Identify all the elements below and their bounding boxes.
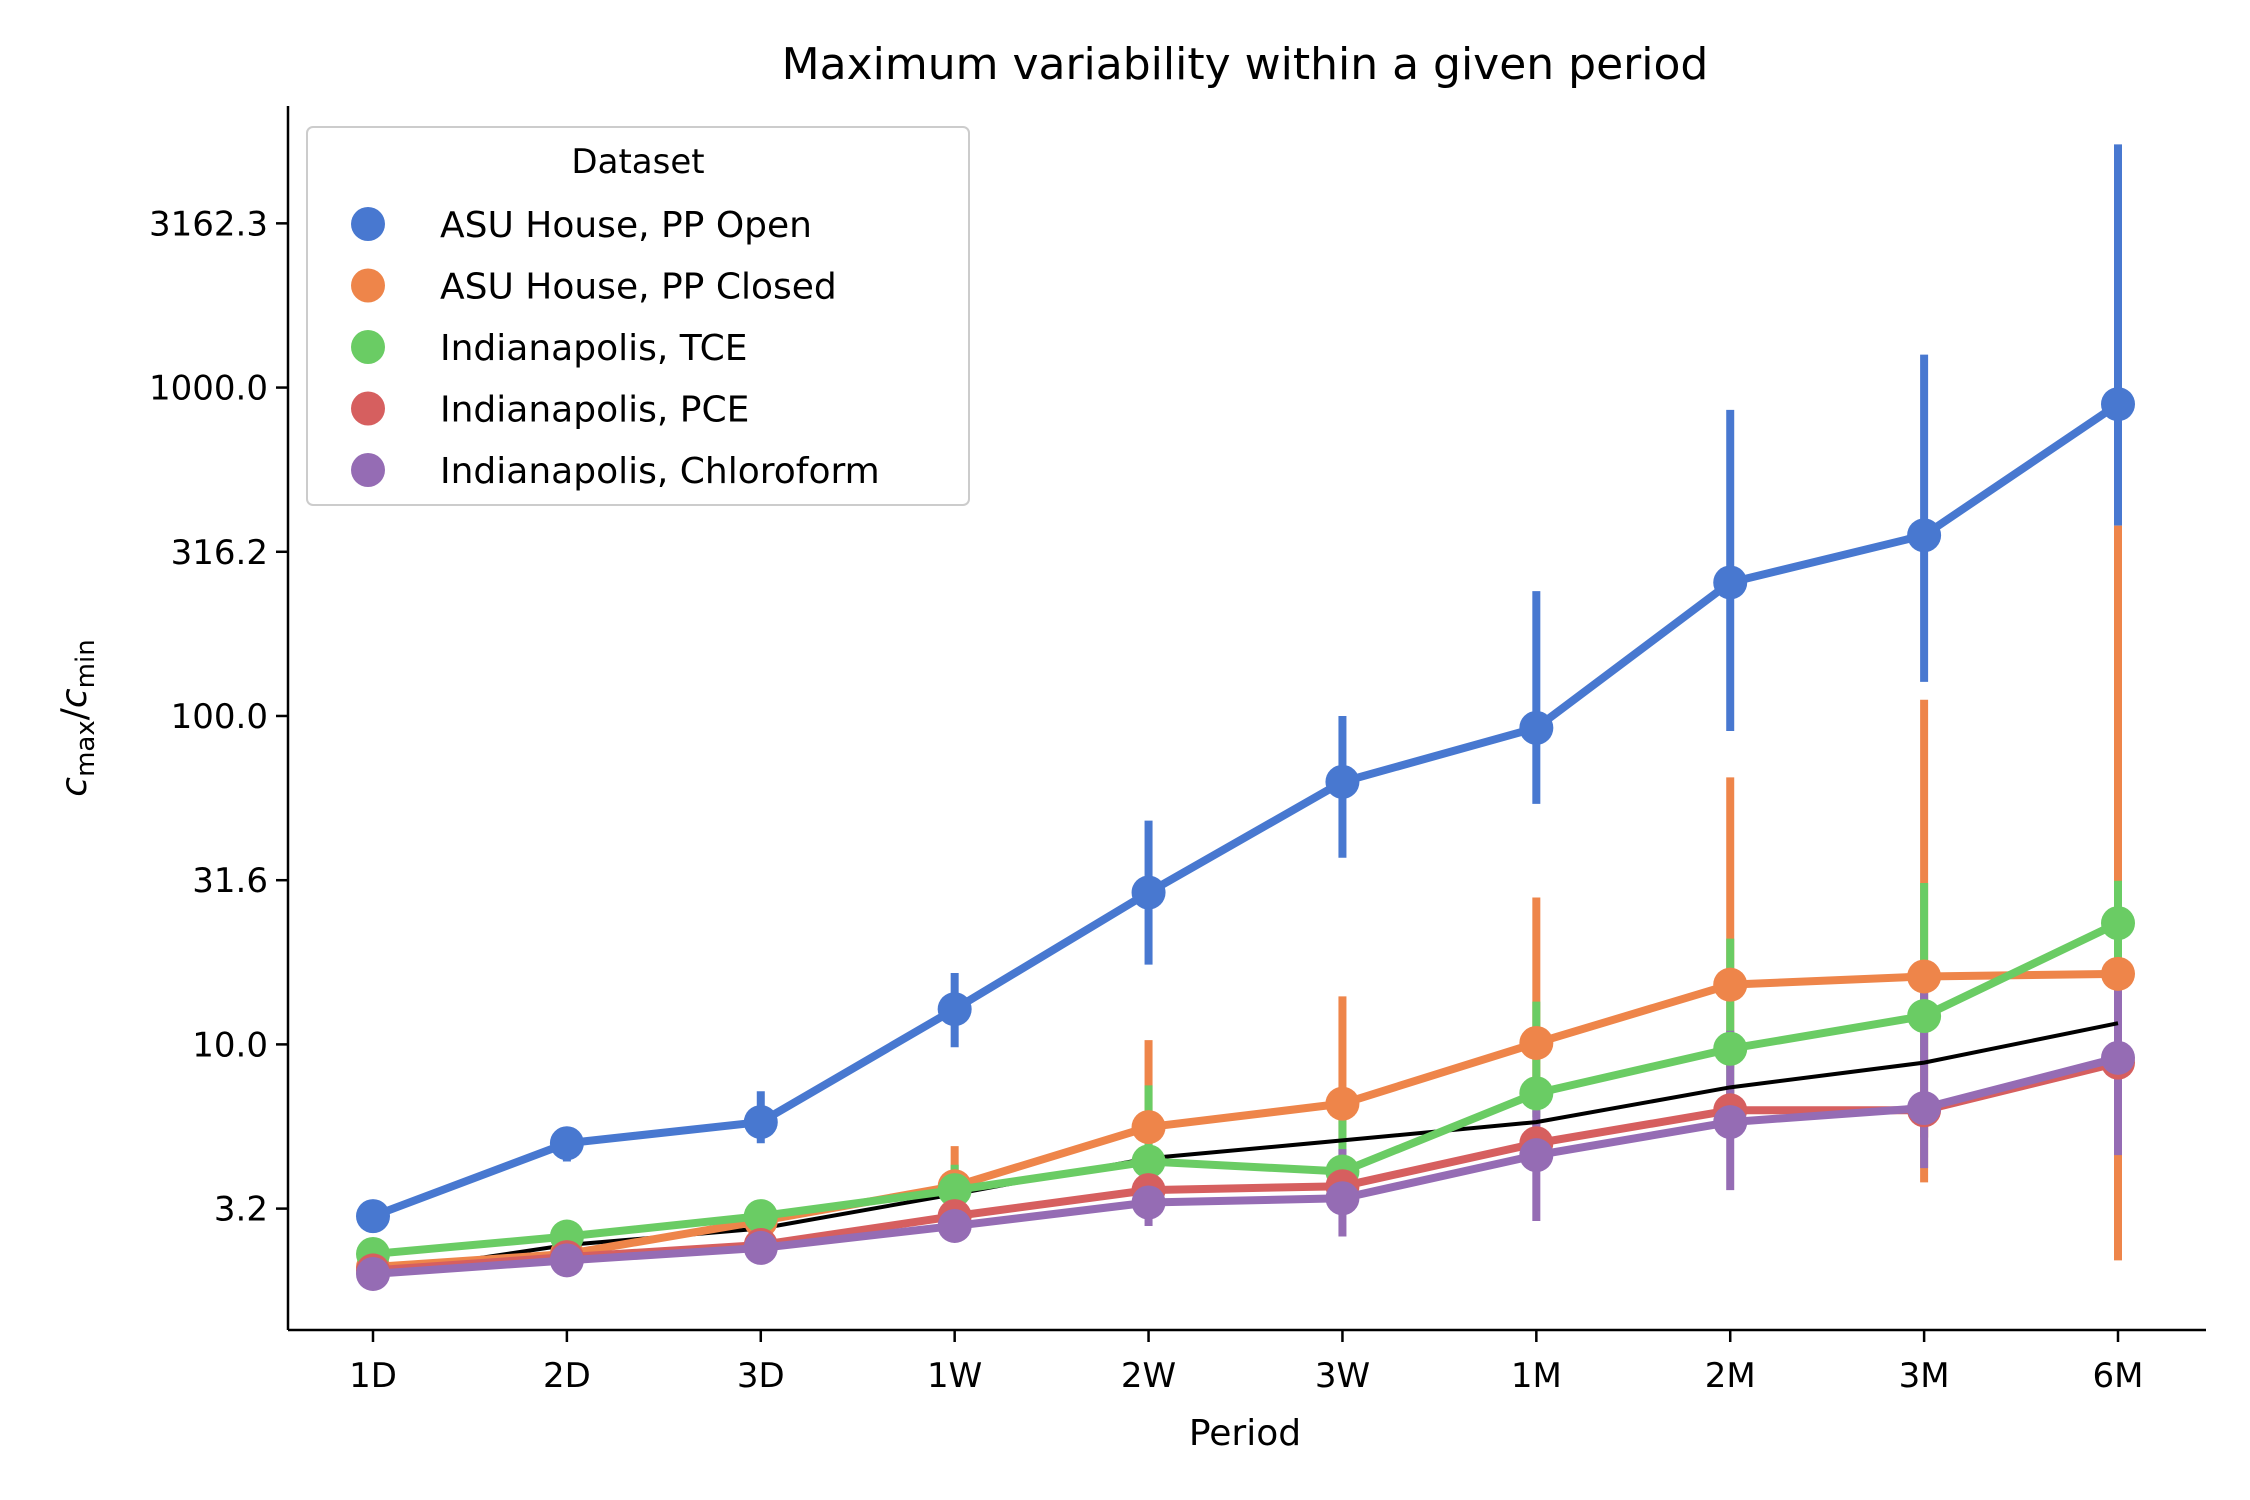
- legend-label: ASU House, PP Open: [440, 205, 812, 246]
- x-tick-label: 2W: [1121, 1356, 1176, 1396]
- data-point: [549, 1126, 584, 1161]
- data-point: [1131, 1110, 1166, 1145]
- data-point: [1713, 967, 1748, 1002]
- legend-label: ASU House, PP Closed: [440, 267, 837, 308]
- y-tick-label: 316.2: [171, 533, 268, 573]
- data-point: [1713, 1105, 1748, 1140]
- legend-label: Indianapolis, PCE: [440, 390, 749, 431]
- y-tick-label: 3.2: [214, 1190, 268, 1230]
- plot-area: [356, 144, 2135, 1291]
- data-point: [743, 1230, 778, 1265]
- x-tick-label: 2D: [543, 1356, 591, 1396]
- y-axis-label: cmax/cmin: [54, 639, 101, 796]
- y-label-sub-min: min: [71, 639, 101, 688]
- series-line: [372, 919, 2120, 1258]
- y-label-sub-max: max: [71, 720, 101, 777]
- x-axis-ticks: 1D 2D 3D 1W 2W 3W 1M 2M 3M 6M: [349, 1330, 2143, 1396]
- data-point: [1131, 1185, 1166, 1220]
- data-point: [356, 1199, 390, 1234]
- data-point: [2101, 387, 2135, 422]
- data-point: [1131, 875, 1166, 910]
- y-tick-label: 100.0: [171, 697, 268, 737]
- x-tick-label: 3W: [1315, 1356, 1370, 1396]
- data-point: [1713, 565, 1748, 600]
- data-point: [1907, 518, 1942, 553]
- legend-marker: [351, 453, 385, 487]
- legend-box: [306, 126, 970, 506]
- data-point: [2101, 956, 2135, 991]
- series-line: [371, 400, 2121, 1220]
- y-label-c-max: c: [54, 777, 95, 797]
- x-tick-label: 2M: [1705, 1356, 1756, 1396]
- y-tick-label: 3162.3: [149, 204, 268, 244]
- data-point: [1519, 710, 1554, 745]
- data-point: [743, 1199, 778, 1234]
- data-point: [937, 1208, 972, 1243]
- data-point: [1907, 999, 1942, 1034]
- data-point: [1131, 1144, 1166, 1179]
- data-point: [1325, 764, 1360, 799]
- data-point: [1713, 1031, 1748, 1066]
- x-tick-label: 1D: [349, 1356, 397, 1396]
- legend-title: Dataset: [571, 142, 704, 182]
- legend-marker: [351, 391, 385, 426]
- legend-marker: [351, 330, 385, 364]
- data-point: [549, 1243, 584, 1278]
- x-tick-label: 3M: [1899, 1356, 1950, 1396]
- series-line: [372, 1053, 2120, 1278]
- series-line: [372, 969, 2119, 1271]
- data-point: [1519, 1025, 1554, 1060]
- data-point: [1519, 1076, 1554, 1111]
- y-label-slash: /: [54, 707, 95, 720]
- data-point: [743, 1105, 778, 1140]
- legend-marker: [351, 207, 385, 241]
- data-point: [1907, 1091, 1942, 1126]
- y-tick-label: 1000.0: [149, 369, 268, 409]
- legend-label: Indianapolis, TCE: [440, 328, 748, 369]
- series-1: [356, 956, 2135, 1284]
- legend-items: ASU House, PP Open ASU House, PP Closed In…: [351, 205, 880, 492]
- x-tick-label: 1M: [1511, 1356, 1562, 1396]
- data-point: [2101, 906, 2135, 941]
- legend-marker: [351, 268, 385, 303]
- x-axis-label: Period: [1189, 1413, 1301, 1454]
- series-4: [356, 1040, 2135, 1291]
- legend-label: Indianapolis, Chloroform: [440, 451, 880, 492]
- x-tick-label: 6M: [2093, 1356, 2144, 1396]
- data-point: [2101, 1040, 2135, 1075]
- x-tick-label: 3D: [737, 1356, 785, 1396]
- series-0: [356, 387, 2135, 1234]
- data-point: [1325, 1181, 1360, 1216]
- data-point: [937, 992, 972, 1027]
- chart-title: Maximum variability within a given perio…: [782, 39, 1709, 90]
- data-point: [1325, 1086, 1360, 1121]
- data-point: [937, 1173, 972, 1208]
- series-2: [356, 906, 2135, 1272]
- data-point: [356, 1256, 390, 1291]
- reference-line: [372, 1021, 2119, 1276]
- y-label-c-min: c: [54, 688, 95, 708]
- data-point: [1519, 1138, 1554, 1173]
- x-tick-label: 1W: [927, 1356, 982, 1396]
- y-axis-ticks: 3.2 10.0 31.6 100.0 316.2 1000.0 3162.3: [149, 204, 288, 1230]
- y-tick-label: 10.0: [192, 1025, 268, 1065]
- y-tick-label: 31.6: [192, 861, 268, 901]
- data-point: [1907, 959, 1942, 994]
